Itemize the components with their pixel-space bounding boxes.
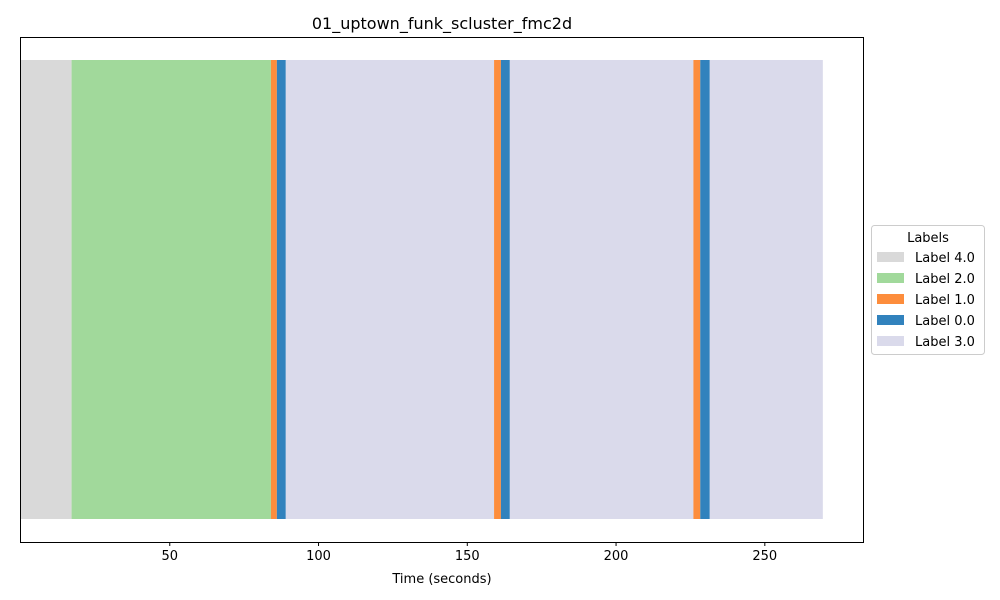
legend-label-4: Label 3.0 [915, 335, 975, 350]
x-tick-label-250: 250 [752, 549, 777, 564]
legend-entries: Label 4.0 Label 2.0 Label 1.0 Label 0.0 Labe… [877, 251, 975, 350]
segments-group [21, 60, 823, 519]
legend-label-2: Label 1.0 [915, 293, 975, 308]
legend-swatch-2 [877, 294, 904, 304]
segment-bar-4 [285, 60, 495, 519]
legend-swatch-3 [877, 315, 904, 325]
legend-swatch-1 [877, 273, 904, 283]
plot-area-frame [20, 37, 864, 543]
segment-bar-1 [71, 60, 271, 519]
segment-bar-6 [500, 60, 510, 519]
segment-bar-2 [270, 60, 277, 519]
x-tick-label-50: 50 [161, 549, 178, 564]
x-axis-ticks: 50 100 150 200 250 [161, 542, 777, 564]
chart-title: 01_uptown_funk_scluster_fmc2d [312, 14, 572, 34]
legend-swatch-4 [877, 336, 904, 346]
segment-bar-7 [509, 60, 694, 519]
x-tick-label-100: 100 [306, 549, 331, 564]
segment-bar-9 [700, 60, 710, 519]
segment-bar-8 [693, 60, 701, 519]
segment-bar-0 [21, 60, 72, 519]
legend-title: Labels [907, 231, 949, 246]
legend-label-1: Label 2.0 [915, 272, 975, 287]
legend-swatch-0 [877, 252, 904, 262]
legend-label-0: Label 4.0 [915, 251, 975, 266]
segment-bar-3 [276, 60, 286, 519]
x-axis-label: Time (seconds) [391, 572, 491, 587]
legend-label-3: Label 0.0 [915, 314, 975, 329]
segment-bar-10 [709, 60, 823, 519]
segment-bar-5 [494, 60, 501, 519]
x-tick-label-150: 150 [455, 549, 480, 564]
x-tick-label-200: 200 [604, 549, 629, 564]
